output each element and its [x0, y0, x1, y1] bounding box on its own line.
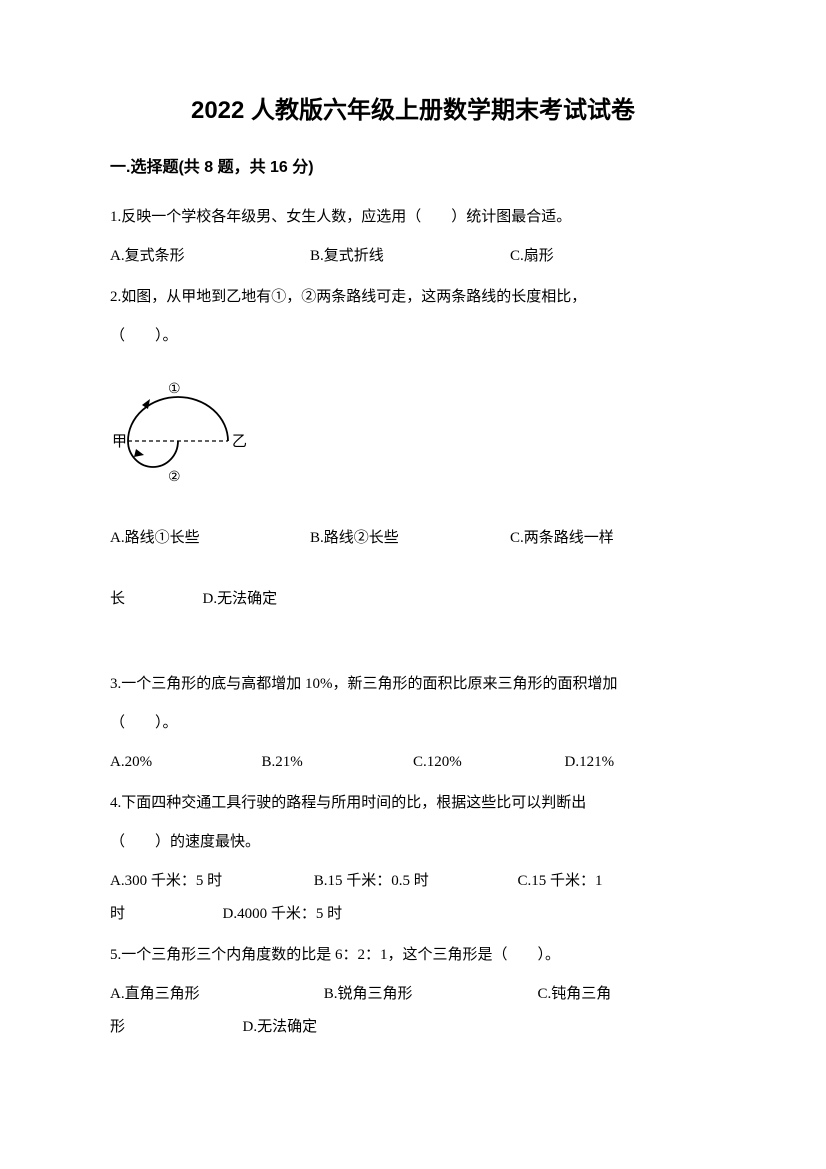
- q4-option-d: D.4000 千米：5 时: [223, 906, 343, 922]
- q3-text-line1: 3.一个三角形的底与高都增加 10%，新三角形的面积比原来三角形的面积增加: [110, 668, 716, 701]
- q3-options: A.20% B.21% C.120% D.121%: [110, 746, 716, 779]
- q1-options: A.复式条形 B.复式折线 C.扇形: [110, 240, 716, 273]
- arrow-route-2: [134, 449, 144, 457]
- question-1: 1.反映一个学校各年级男、女生人数，应选用（ ）统计图最合适。 A.复式条形 B…: [110, 201, 716, 273]
- page-title: 2022 人教版六年级上册数学期末考试试卷: [110, 90, 716, 125]
- label-jia: 甲: [112, 434, 127, 450]
- route-diagram-svg: 甲 乙 ① ②: [110, 369, 270, 489]
- q2-option-c-cont: 长: [110, 591, 125, 607]
- q1-option-c: C.扇形: [510, 240, 710, 273]
- q5-option-c: C.钝角三角: [538, 986, 612, 1002]
- q4-option-c: C.15 千米：1: [518, 873, 603, 889]
- q2-options: A.路线①长些 B.路线②长些 C.两条路线一样: [110, 522, 716, 555]
- q2-text-line2: （ ）。: [110, 320, 716, 353]
- arrow-route-1: [142, 399, 150, 409]
- q1-text: 1.反映一个学校各年级男、女生人数，应选用（ ）统计图最合适。: [110, 201, 716, 234]
- q2-option-b: B.路线②长些: [310, 522, 510, 555]
- q3-text-line2: （ ）。: [110, 707, 716, 740]
- q3-option-b: B.21%: [262, 746, 414, 779]
- q2-option-wrap: 长 D.无法确定: [110, 583, 716, 616]
- arc-route-1: [128, 397, 228, 441]
- q4-option-a: A.300 千米：5 时: [110, 865, 310, 898]
- q1-option-a: A.复式条形: [110, 240, 310, 273]
- q5-option-a: A.直角三角形: [110, 978, 320, 1011]
- question-2: 2.如图，从甲地到乙地有①，②两条路线可走，这两条路线的长度相比， （ ）。 甲…: [110, 281, 716, 616]
- q4-options-line2: 时 D.4000 千米：5 时: [110, 898, 716, 931]
- q2-diagram: 甲 乙 ① ②: [110, 369, 716, 502]
- q4-text-line2: （ ）的速度最快。: [110, 826, 716, 859]
- q3-option-a: A.20%: [110, 746, 262, 779]
- q5-options-line1: A.直角三角形 B.锐角三角形 C.钝角三角: [110, 978, 716, 1011]
- label-two: ②: [168, 470, 181, 485]
- q4-text-line1: 4.下面四种交通工具行驶的路程与所用时间的比，根据这些比可以判断出: [110, 787, 716, 820]
- q5-text: 5.一个三角形三个内角度数的比是 6：2：1，这个三角形是（ ）。: [110, 939, 716, 972]
- q5-option-d: D.无法确定: [243, 1019, 318, 1035]
- label-one: ①: [168, 382, 181, 397]
- question-5: 5.一个三角形三个内角度数的比是 6：2：1，这个三角形是（ ）。 A.直角三角…: [110, 939, 716, 1044]
- q2-option-c: C.两条路线一样: [510, 522, 710, 555]
- question-4: 4.下面四种交通工具行驶的路程与所用时间的比，根据这些比可以判断出 （ ）的速度…: [110, 787, 716, 931]
- q4-option-b: B.15 千米：0.5 时: [314, 865, 514, 898]
- q4-options-line1: A.300 千米：5 时 B.15 千米：0.5 时 C.15 千米：1: [110, 865, 716, 898]
- label-yi: 乙: [232, 434, 247, 450]
- q4-option-c-cont: 时: [110, 906, 125, 922]
- q3-option-d: D.121%: [565, 746, 717, 779]
- section-header: 一.选择题(共 8 题，共 16 分): [110, 153, 716, 177]
- q5-option-b: B.锐角三角形: [324, 978, 534, 1011]
- q1-option-b: B.复式折线: [310, 240, 510, 273]
- question-3: 3.一个三角形的底与高都增加 10%，新三角形的面积比原来三角形的面积增加 （ …: [110, 668, 716, 779]
- q3-option-c: C.120%: [413, 746, 565, 779]
- q5-option-c-cont: 形: [110, 1019, 125, 1035]
- q2-text-line1: 2.如图，从甲地到乙地有①，②两条路线可走，这两条路线的长度相比，: [110, 281, 716, 314]
- q5-options-line2: 形 D.无法确定: [110, 1011, 716, 1044]
- q2-option-a: A.路线①长些: [110, 522, 310, 555]
- q2-option-d: D.无法确定: [203, 591, 278, 607]
